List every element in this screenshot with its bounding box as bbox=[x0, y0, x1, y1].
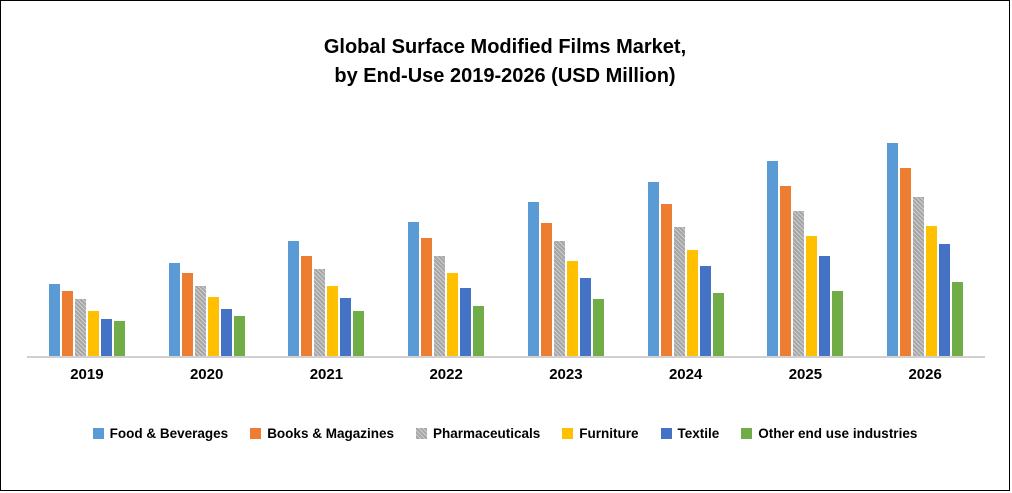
bar bbox=[460, 288, 472, 356]
legend-item: Books & Magazines bbox=[250, 426, 394, 441]
bar bbox=[327, 286, 339, 356]
legend-swatch-icon bbox=[415, 428, 427, 439]
bar bbox=[939, 244, 951, 356]
x-axis-label: 2023 bbox=[549, 366, 583, 383]
bar bbox=[421, 238, 433, 356]
bar bbox=[113, 321, 125, 356]
legend-item: Furniture bbox=[562, 426, 639, 441]
bar bbox=[592, 299, 604, 356]
legend-label: Textile bbox=[677, 426, 720, 441]
legend-item: Food & Beverages bbox=[92, 426, 229, 441]
x-axis-label: 2022 bbox=[429, 366, 463, 383]
legend: Food & Beverages Books & Magazines Pharmac… bbox=[1, 426, 1009, 441]
bar bbox=[832, 291, 844, 356]
bar bbox=[408, 222, 420, 356]
chart-title: Global Surface Modified Films Market, by… bbox=[1, 33, 1009, 91]
bar bbox=[434, 256, 446, 356]
legend-item: Textile bbox=[660, 426, 720, 441]
bar bbox=[473, 306, 485, 356]
bar bbox=[100, 319, 112, 356]
bar bbox=[87, 311, 99, 356]
chart-title-line1: Global Surface Modified Films Market, bbox=[323, 36, 687, 58]
bar bbox=[913, 197, 925, 356]
bar bbox=[673, 227, 685, 356]
bar bbox=[647, 182, 659, 356]
x-axis-label: 2019 bbox=[70, 366, 104, 383]
bar bbox=[194, 286, 206, 356]
legend-label: Books & Magazines bbox=[267, 426, 394, 441]
bar bbox=[793, 211, 805, 356]
legend-swatch-icon bbox=[250, 428, 262, 439]
bar bbox=[540, 223, 552, 356]
bar bbox=[168, 263, 180, 356]
bar bbox=[181, 273, 193, 356]
legend-item: Other end use industries bbox=[741, 426, 917, 441]
bar bbox=[288, 241, 300, 356]
bar-group bbox=[288, 241, 365, 356]
bar-group bbox=[767, 161, 844, 356]
bar bbox=[447, 273, 459, 356]
bar bbox=[952, 282, 964, 356]
bar bbox=[61, 291, 73, 356]
bar-group bbox=[408, 222, 485, 356]
bar bbox=[220, 309, 232, 356]
bar bbox=[806, 236, 818, 356]
legend-label: Other end use industries bbox=[758, 426, 918, 441]
bar bbox=[340, 298, 352, 356]
bar-group bbox=[647, 182, 724, 356]
bar bbox=[699, 266, 711, 356]
legend-swatch-icon bbox=[741, 428, 753, 439]
bar bbox=[712, 293, 724, 356]
bar bbox=[233, 316, 245, 356]
bar bbox=[819, 256, 831, 356]
bar bbox=[566, 261, 578, 356]
bar-group bbox=[887, 143, 964, 356]
bar bbox=[353, 311, 365, 356]
legend-swatch-icon bbox=[92, 428, 104, 439]
legend-label: Furniture bbox=[579, 426, 639, 441]
bar bbox=[780, 186, 792, 356]
bar bbox=[74, 299, 86, 356]
legend-swatch-icon bbox=[660, 428, 672, 439]
bar bbox=[301, 256, 313, 356]
x-axis-label: 2020 bbox=[189, 366, 224, 383]
x-axis-label: 2024 bbox=[668, 366, 703, 383]
bar bbox=[314, 269, 326, 356]
bar bbox=[527, 202, 539, 356]
x-axis-labels: 2019 2020 2021 2022 2023 2024 2025 2026 bbox=[27, 366, 985, 383]
bar-group bbox=[527, 202, 604, 356]
legend-item: Pharmaceuticals bbox=[415, 426, 541, 441]
bar bbox=[887, 143, 899, 356]
bar-group bbox=[48, 284, 125, 356]
bar bbox=[660, 204, 672, 356]
bar bbox=[926, 226, 938, 356]
bar bbox=[48, 284, 60, 356]
legend-label: Pharmaceuticals bbox=[432, 426, 541, 441]
legend-label: Food & Beverages bbox=[109, 426, 229, 441]
bar bbox=[579, 278, 591, 356]
plot-area bbox=[27, 111, 985, 358]
x-axis-label: 2026 bbox=[908, 366, 942, 383]
bar bbox=[686, 250, 698, 356]
bar bbox=[900, 168, 912, 356]
bar-group bbox=[168, 263, 245, 356]
bar bbox=[553, 241, 565, 356]
x-axis-label: 2021 bbox=[309, 366, 344, 383]
bar bbox=[207, 297, 219, 356]
chart-title-line2: by End-Use 2019-2026 (USD Million) bbox=[334, 65, 676, 87]
bar bbox=[767, 161, 779, 356]
chart-area: 2019 2020 2021 2022 2023 2024 2025 2026 bbox=[27, 111, 985, 383]
legend-swatch-icon bbox=[562, 428, 574, 439]
x-axis-label: 2025 bbox=[788, 366, 823, 383]
